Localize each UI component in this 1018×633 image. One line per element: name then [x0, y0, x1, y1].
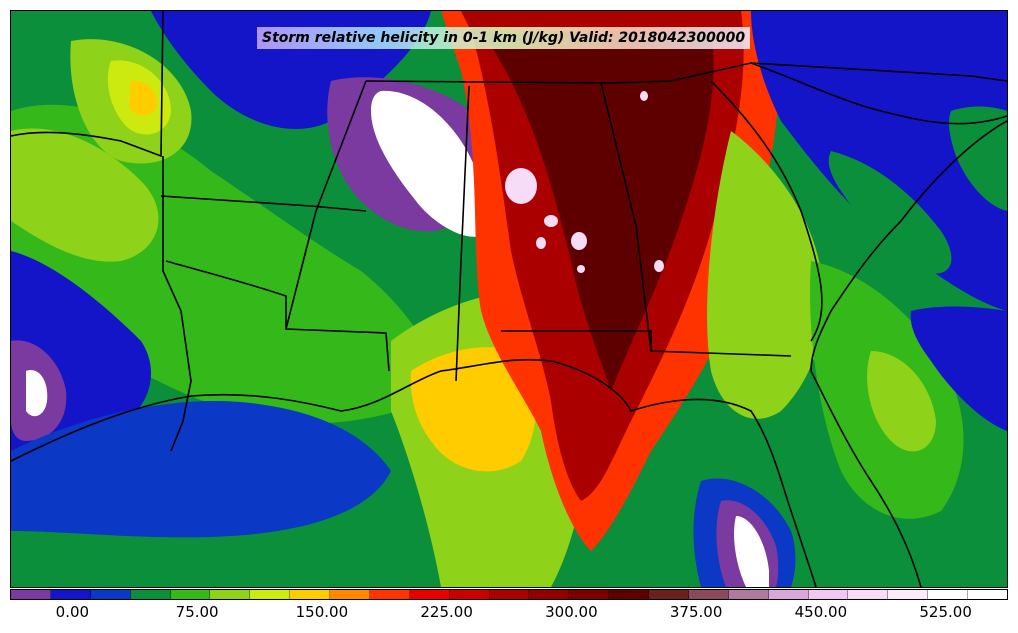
colorbar-tick-label: 300.00: [545, 603, 598, 621]
field-southeast-white: [734, 516, 769, 587]
colorbar-cell: [409, 590, 450, 599]
border-miss-river: [285, 80, 367, 330]
core-cell-4: [536, 237, 546, 249]
colorbar-cell: [848, 590, 889, 599]
colorbar: [10, 589, 1008, 600]
colorbar-cell: [90, 590, 131, 599]
border-tx-ark: [162, 156, 192, 452]
colorbar-cell: [768, 590, 809, 599]
core-cell-7: [640, 91, 648, 101]
border-la-ms: [165, 260, 390, 372]
field-east-lime: [707, 131, 824, 419]
border-texas-ok: [11, 11, 164, 158]
colorbar-tick-label: 375.00: [669, 603, 723, 621]
field-north-orange: [129, 80, 158, 116]
field-west-white: [26, 370, 48, 417]
core-cell-3: [571, 232, 587, 250]
field-north-white: [371, 90, 485, 237]
colorbar-tick-label: 0.00: [55, 603, 90, 621]
colorbar-tick-label: 225.00: [420, 603, 473, 621]
colorbar-tick-label: 450.00: [794, 603, 848, 621]
core-cell-1: [505, 168, 537, 204]
colorbar-cell: [609, 590, 649, 599]
field-central-yellow: [410, 347, 536, 472]
field-west-lime: [11, 128, 159, 262]
colorbar-cell: [170, 590, 211, 599]
colorbar-cell: [290, 590, 330, 599]
border-nc-sc: [750, 62, 1007, 125]
field-east-blue2: [910, 306, 1007, 431]
state-borders: [11, 11, 1007, 587]
helicity-map: Storm relative helicity in 0-1 km (J/kg)…: [10, 10, 1008, 588]
colorbar-tick-label: 75.00: [175, 603, 219, 621]
colorbar-cell: [888, 590, 929, 599]
colorbar-cell: [449, 590, 490, 599]
colorbar-cell: [728, 590, 769, 599]
field-east-green-arc: [828, 151, 952, 274]
colorbar-labels: 0.00 75.00 150.00 225.00 300.00 375.00 450.00 5…: [0, 603, 1018, 627]
colorbar-cell: [130, 590, 171, 599]
map-canvas: [11, 11, 1007, 587]
colorbar-cell: [529, 590, 570, 599]
border-ga-sc: [710, 80, 823, 342]
colorbar-cell: [11, 590, 51, 599]
colorbar-cell: [330, 590, 370, 599]
field-east-lime2: [867, 351, 936, 452]
colorbar-cell: [250, 590, 291, 599]
field-northeast-green: [948, 106, 1007, 211]
core-cell-6: [654, 260, 664, 272]
border-ark-north: [160, 195, 367, 212]
colorbar-cell: [569, 590, 610, 599]
colorbar-cell: [50, 590, 91, 599]
colorbar-cell: [808, 590, 849, 599]
colorbar-tick-label: 150.00: [295, 603, 349, 621]
colorbar-cell: [928, 590, 968, 599]
border-al-west: [455, 85, 470, 382]
colorbar-cell: [210, 590, 251, 599]
colorbar-cell: [489, 590, 530, 599]
core-cell-5: [577, 265, 585, 273]
border-coast-gulf: [11, 358, 817, 587]
border-coast-east: [810, 120, 1007, 372]
core-cell-2: [544, 215, 558, 227]
field-gulf-blue: [11, 401, 391, 538]
border-ms-al: [365, 62, 1007, 84]
border-al-east: [600, 82, 652, 352]
colorbar-cell: [688, 590, 729, 599]
colorbar-cell: [369, 590, 410, 599]
colorbar-tick-label: 525.00: [919, 603, 972, 621]
border-al-fl: [501, 330, 792, 357]
colorbar-cell: [649, 590, 689, 599]
border-fl-east: [810, 370, 922, 587]
map-title: Storm relative helicity in 0-1 km (J/kg)…: [257, 27, 751, 49]
field-core-maroon: [481, 31, 714, 391]
colorbar-cell: [968, 590, 1007, 599]
